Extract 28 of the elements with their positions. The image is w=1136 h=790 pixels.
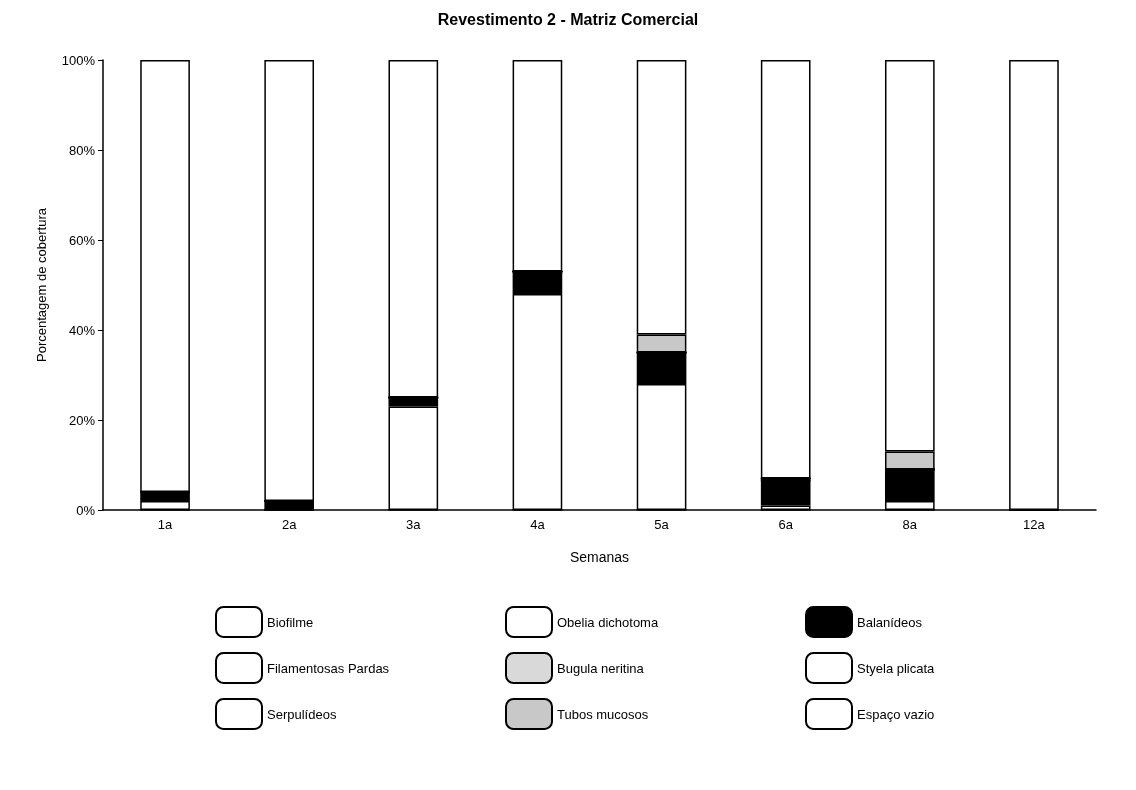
legend-label: Tubos mucosos — [557, 706, 649, 722]
legend-label: Espaço vazio — [857, 706, 935, 722]
x-tick-label: 5a — [654, 517, 670, 532]
y-tick-label: 0% — [76, 502, 96, 518]
x-tick-label: 3a — [406, 517, 422, 532]
legend-label: Balanídeos — [857, 614, 923, 630]
y-tick-label: 60% — [68, 232, 96, 248]
x-tick-label: 8a — [902, 517, 918, 532]
legend-label: Biofilme — [267, 614, 314, 630]
x-tick-label: 1a — [157, 517, 174, 532]
legend-label: Filamentosas Pardas — [267, 660, 390, 676]
legend-label: Serpulídeos — [267, 706, 337, 722]
x-tick-label: 4a — [530, 517, 546, 532]
x-tick-label: 6a — [778, 517, 794, 532]
y-tick-label: 100% — [61, 52, 96, 68]
legend-label: Obelia dichotoma — [557, 614, 659, 630]
legend-label: Styela plicata — [857, 660, 936, 676]
bar — [760, 480, 811, 506]
legend-label: Bugula neritina — [557, 660, 645, 676]
chart-title: Revestimento 2 - Matriz Comercial — [437, 10, 699, 28]
x-tick-label: 2a — [281, 517, 298, 532]
x-axis-title: Semanas — [569, 549, 630, 565]
y-tick-label: 80% — [68, 142, 96, 158]
y-axis-title: Porcentagem de cobertura — [34, 207, 49, 362]
y-tick-label: 20% — [68, 412, 96, 428]
bar — [760, 60, 811, 479]
x-tick-label: 12a — [1023, 517, 1046, 532]
y-tick-label: 40% — [68, 322, 96, 338]
